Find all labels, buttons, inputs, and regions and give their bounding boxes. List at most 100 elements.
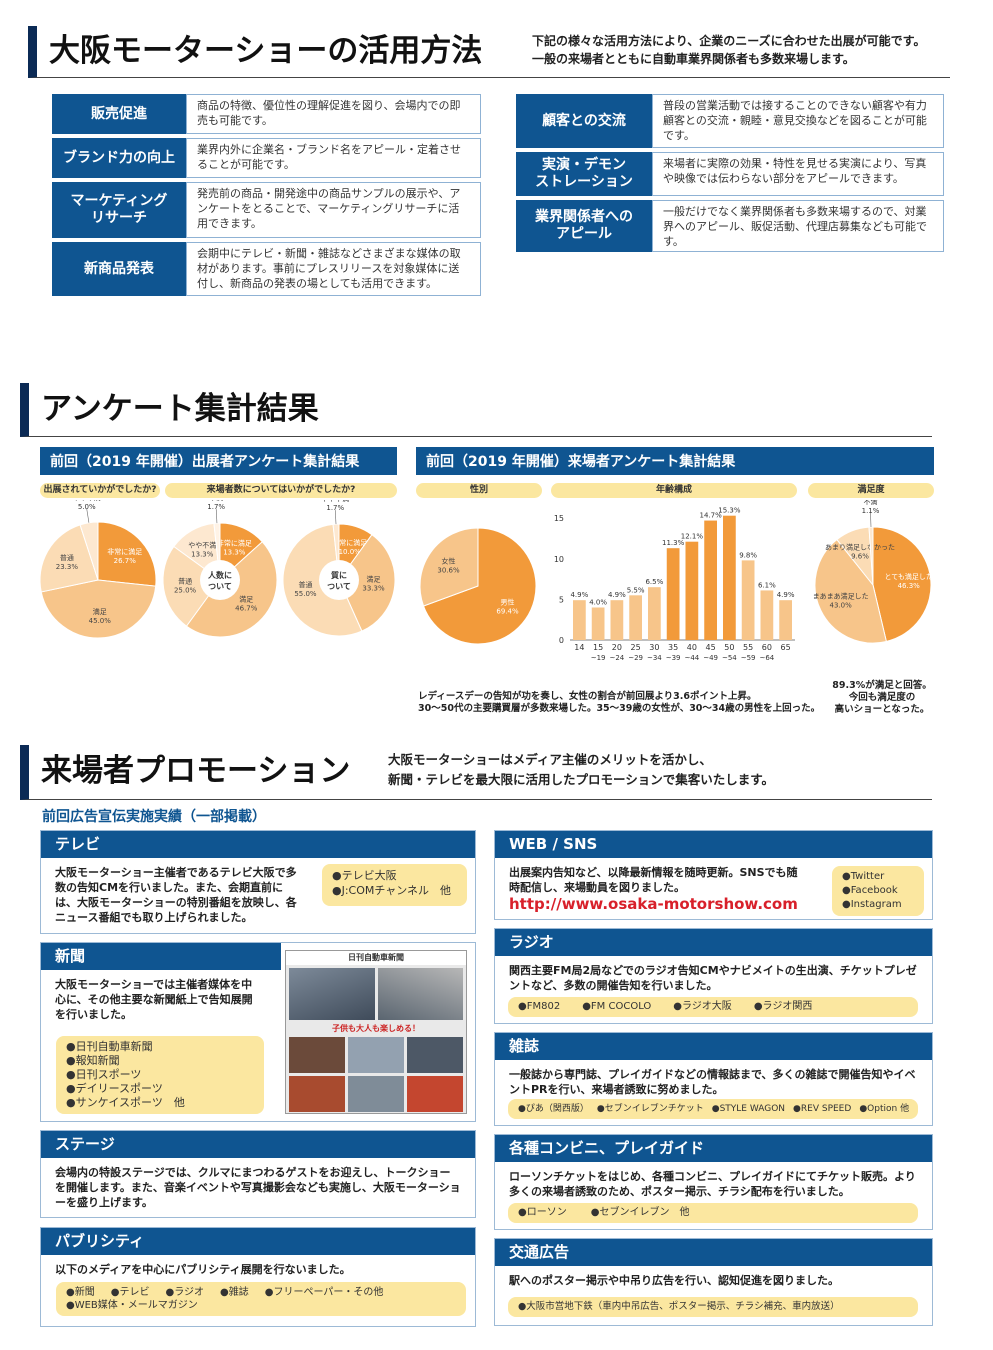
usage-desc-sales: 商品の特徴、優位性の理解促進を図り、会場内での即売も可能です。: [186, 94, 481, 134]
survey-title: アンケート集計結果: [20, 383, 932, 437]
bar-cat-7: 45: [706, 643, 716, 652]
pub-item-1: ●新聞: [66, 1287, 95, 1298]
usage-intro-line2: 一般の来場者とともに自動車業界関係者も多数来場します。: [532, 52, 855, 66]
survey-note-left1: レディースデーの告知が功を奏し、女性の割合が前回展より3.6ポイント上昇。: [418, 691, 757, 702]
pie5-label-0: とても満足した: [884, 573, 932, 581]
bar-5: [666, 548, 680, 640]
bar-ytick-1: 5: [559, 595, 564, 604]
promo-intro-line2: 新聞・テレビを最大限に活用したプロモーションで集客いたします。: [388, 772, 775, 787]
news-item-5: ●サンケイスポーツ 他: [66, 1096, 185, 1109]
pie1-center-1: 人数に: [208, 570, 232, 580]
pie0-slice-1: [40, 579, 157, 639]
usage-label-brand: ブランド力の向上: [52, 138, 186, 178]
pie5-slice-3: [868, 526, 874, 586]
radio-item-3: ●ラジオ大阪: [673, 1001, 732, 1012]
pie3-slice-1: [419, 527, 479, 607]
usage-desc-newproduct: 会期中にテレビ・新聞・雑誌などさまざまな媒体の取材があります。事前にプレスリリー…: [186, 242, 481, 296]
usage-label-industry: 業界関係者への アピール: [516, 200, 652, 252]
publicity-items: ●新聞 ●テレビ ●ラジオ ●雑誌 ●フリーペーパー・その他 ●WEB媒体・メー…: [56, 1282, 466, 1316]
bar-11: [779, 600, 792, 640]
publicity-body: 以下のメディアを中心にパブリシティ展開を行ないました。: [55, 1263, 351, 1276]
radio-body: 関西主要FM局2局などでのラジオ告知CMやナビメイトの生出演、チケットプレゼント…: [509, 964, 917, 992]
magazine-title: 雑誌: [495, 1033, 932, 1060]
bar-cat2-10: ~64: [759, 654, 774, 662]
usage-label-sales: 販売促進: [52, 94, 186, 134]
bar-value-1: 4.0%: [589, 599, 607, 607]
bar-cat2-6: ~44: [684, 654, 699, 662]
promo-subhead: 前回広告宣伝実施実績（一部掲載）: [42, 809, 266, 825]
magazine-items: ●ぴあ（関西版） ●セブンイレブンチケット ●STYLE WAGON ●REV …: [508, 1099, 918, 1119]
pie5-slice-1: [814, 538, 887, 644]
web-url[interactable]: http://www.osaka-motorshow.com: [509, 895, 798, 913]
usage-label-marketing: マーケティング リサーチ: [52, 182, 186, 238]
bar-cat-4: 30: [649, 643, 659, 652]
web-item-2: ●Facebook: [842, 885, 898, 896]
pie1-value-2: 25.0%: [174, 587, 197, 595]
stage-title: ステージ: [41, 1131, 475, 1158]
pie5-label-1: まあまあ満足した: [813, 593, 869, 601]
pie1-label-1: 満足: [239, 596, 253, 604]
pie1-label-2: 普通: [178, 577, 192, 586]
pub-item-2: ●テレビ: [110, 1287, 150, 1298]
photo-visitors: [348, 1076, 404, 1112]
visitor-survey-header: 前回（2019 年開催）来場者アンケート集計結果: [416, 447, 934, 475]
traffic-title: 交通広告: [495, 1239, 932, 1266]
pie2-slice-1: [338, 533, 396, 632]
usage-desc-industry: 一般だけでなく業界関係者も多数来場するので、対業界へのアピール、販促活動、代理店…: [652, 200, 944, 252]
pie2-label-2: 普通: [298, 580, 312, 589]
pie2-value-0: 10.0%: [339, 548, 362, 556]
bar-ytick-2: 10: [554, 555, 564, 564]
promo-title: 来場者プロモーション: [20, 745, 932, 800]
bar-ytick-0: 0: [559, 636, 564, 645]
publicity-title: パブリシティ: [41, 1228, 475, 1255]
bar-ytick-3: 15: [554, 514, 564, 523]
radio-item-1: ●FM802: [518, 1001, 561, 1012]
bar-value-0: 4.9%: [570, 591, 588, 599]
pie1-label-4: 不満: [209, 500, 223, 502]
bar-cat-9: 55: [743, 643, 753, 652]
pie3-label-1: 女性: [442, 556, 456, 565]
bar-2: [610, 600, 624, 640]
photo-red-car: [407, 1076, 463, 1112]
bar-7: [704, 520, 717, 640]
pie5-value-2: 9.6%: [851, 552, 869, 560]
photo-race: [289, 1076, 345, 1112]
newspaper-headline: 子供も大人も楽しめる！: [332, 1024, 420, 1033]
exhibitor-survey-header: 前回（2019 年開催）出展者アンケート集計結果: [40, 447, 397, 475]
convenience-title: 各種コンビニ、プレイガイド: [495, 1135, 932, 1162]
pie0-value-3: 5.0%: [78, 503, 96, 511]
bar-value-2: 4.9%: [608, 591, 626, 599]
radio-item-4: ●ラジオ関西: [753, 1001, 813, 1012]
bar-cat-10: 60: [762, 643, 772, 652]
photo-booth: [348, 1037, 404, 1073]
pie2-hole: [319, 560, 359, 600]
pie0-slice-2: [39, 524, 99, 593]
pie5-value-1: 43.0%: [830, 602, 853, 610]
q2-label: 来場者数についてはいかがでしたか?: [165, 483, 397, 498]
bar-3: [629, 595, 642, 640]
pie3-value-1: 30.6%: [437, 566, 460, 574]
promo-intro-line1: 大阪モーターショーはメディア主催のメリットを活かし、: [388, 752, 712, 767]
bar-8: [723, 515, 736, 640]
bar-cat2-4: ~34: [647, 654, 662, 662]
pie1-slice-2: [162, 545, 221, 627]
traffic-body: 駅へのポスター掲示や中吊り広告を行い、認知促進を図りました。: [509, 1274, 839, 1287]
photo-crowd: [377, 968, 463, 1020]
web-body: 出展案内告知など、以降最新情報を随時更新。SNSでも随時配信し、来場動員を図りま…: [509, 866, 798, 894]
bar-value-11: 4.9%: [777, 591, 795, 599]
bar-cat2-3: ~29: [628, 654, 643, 662]
bar-cat2-9: ~59: [741, 654, 756, 662]
usage-title-text: 大阪モーターショーの活用方法: [49, 33, 483, 69]
tv-body: 大阪モーターショー主催者であるテレビ大阪で多数の告知CMを行いました。また、会期…: [55, 866, 297, 924]
pie2-label-1: 満足: [367, 576, 381, 584]
pie3-value-0: 69.4%: [496, 608, 519, 616]
bar-cat-0: 14: [574, 643, 584, 652]
web-item-3: ●Instagram: [842, 899, 902, 910]
news-title: 新聞: [41, 943, 281, 970]
pie5-value-3: 1.1%: [862, 507, 880, 515]
bar-value-3: 5.5%: [627, 586, 645, 594]
promo-intro: 大阪モーターショーはメディア主催のメリットを活かし、 新聞・テレビを最大限に活用…: [388, 750, 774, 790]
pie0-label-1: 満足: [93, 608, 107, 616]
pie5-value-0: 46.3%: [898, 582, 921, 590]
news-item-4: ●デイリースポーツ: [66, 1082, 163, 1095]
